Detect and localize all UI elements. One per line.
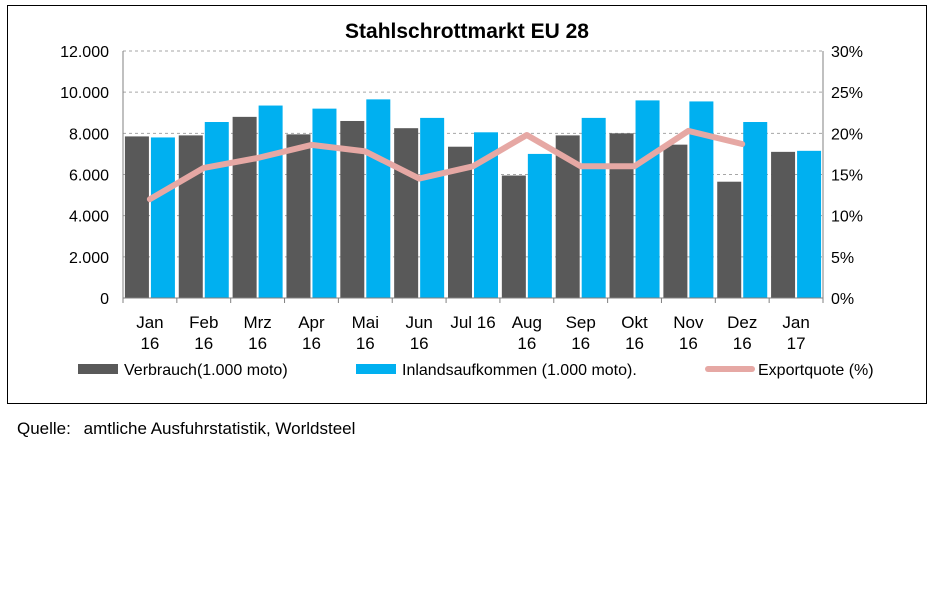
y-right-tick-label: 0% (831, 291, 854, 308)
bar-inlandsaufkommen (635, 100, 660, 299)
chart-svg: Stahlschrottmarkt EU 28 0 0% 2.000 5% 4.000 10… (60, 20, 874, 379)
bar-verbrauch (717, 181, 742, 298)
x-tick-label: Aug (512, 313, 542, 332)
bar-inlandsaufkommen (204, 122, 229, 298)
bar-verbrauch (501, 175, 526, 298)
x-tick-label: Jun (405, 313, 432, 332)
x-tick-label: Feb (189, 313, 218, 332)
bar-verbrauch (394, 128, 419, 298)
line-exportquote (146, 127, 746, 203)
bar-verbrauch (609, 133, 634, 298)
bar-verbrauch (232, 116, 257, 298)
y-left-tick-label: 4.000 (69, 209, 109, 226)
y-right-tick-label: 5% (831, 250, 854, 267)
bar-inlandsaufkommen (258, 105, 283, 298)
x-tick-label: 16 (733, 334, 752, 353)
y-left-tick-label: 0 (100, 291, 109, 308)
x-tick-label: Jan (136, 313, 163, 332)
x-tick-label: Jan (782, 313, 809, 332)
x-tick-label: 16 (302, 334, 321, 353)
y-left-tick-label: 2.000 (69, 250, 109, 267)
x-tick-label: 16 (679, 334, 698, 353)
y-left-tick-label: 12.000 (60, 44, 109, 61)
x-tick-label: 16 (194, 334, 213, 353)
x-tick-label: 16 (625, 334, 644, 353)
x-tick-label: Dez (727, 313, 757, 332)
source-label: Quelle: (17, 419, 71, 438)
legend-inlandsaufkommen-label: Inlandsaufkommen (1.000 moto). (402, 362, 637, 379)
x-tick-label: 16 (140, 334, 159, 353)
x-tick-label: 16 (410, 334, 429, 353)
y-left-tick-label: 8.000 (69, 126, 109, 143)
bar-verbrauch (663, 144, 688, 298)
y-right-tick-label: 30% (831, 44, 863, 61)
legend-exportquote-label: Exportquote (%) (758, 362, 874, 379)
legend-verbrauch-swatch (78, 364, 118, 374)
bar-inlandsaufkommen (420, 117, 445, 298)
chart-frame: Stahlschrottmarkt EU 28 0 0% 2.000 5% 4.000 10… (7, 5, 927, 404)
x-tick-label: Okt (621, 313, 648, 332)
x-tick-label: 16 (517, 334, 536, 353)
bar-inlandsaufkommen (312, 108, 337, 298)
x-tick-label: Jul 16 (450, 313, 495, 332)
x-tick-label: Mai (352, 313, 379, 332)
x-tick-label: 16 (571, 334, 590, 353)
legend-inlandsaufkommen-swatch (356, 364, 396, 374)
y-right-tick-label: 15% (831, 168, 863, 185)
y-right-tick-label: 20% (831, 126, 863, 143)
x-tick-label: 17 (787, 334, 806, 353)
source-note: Quelle: amtliche Ausfuhrstatistik, World… (17, 419, 363, 439)
bar-inlandsaufkommen (150, 137, 175, 298)
bar-verbrauch (124, 136, 149, 298)
x-tick-label: Mrz (243, 313, 271, 332)
y-right-tick-label: 25% (831, 85, 863, 102)
x-tick-label: Nov (673, 313, 704, 332)
y-left-tick-label: 6.000 (69, 168, 109, 185)
chart-title: Stahlschrottmarkt EU 28 (345, 20, 589, 43)
bar-inlandsaufkommen (581, 117, 606, 298)
y-left-tick-label: 10.000 (60, 85, 109, 102)
source-text: amtliche Ausfuhrstatistik, Worldsteel (83, 419, 356, 438)
bar-verbrauch (178, 135, 203, 298)
bar-inlandsaufkommen (797, 150, 822, 298)
x-tick-label: Sep (566, 313, 596, 332)
bar-inlandsaufkommen (743, 122, 768, 298)
bar-verbrauch (286, 134, 311, 298)
bar-inlandsaufkommen (527, 153, 552, 298)
bar-verbrauch (771, 151, 796, 298)
x-tick-label: 16 (356, 334, 375, 353)
x-tick-label: 16 (248, 334, 267, 353)
legend-verbrauch-label: Verbrauch(1.000 moto) (124, 362, 288, 379)
x-tick-label: Apr (298, 313, 325, 332)
y-right-tick-label: 10% (831, 209, 863, 226)
bar-inlandsaufkommen (366, 99, 391, 298)
